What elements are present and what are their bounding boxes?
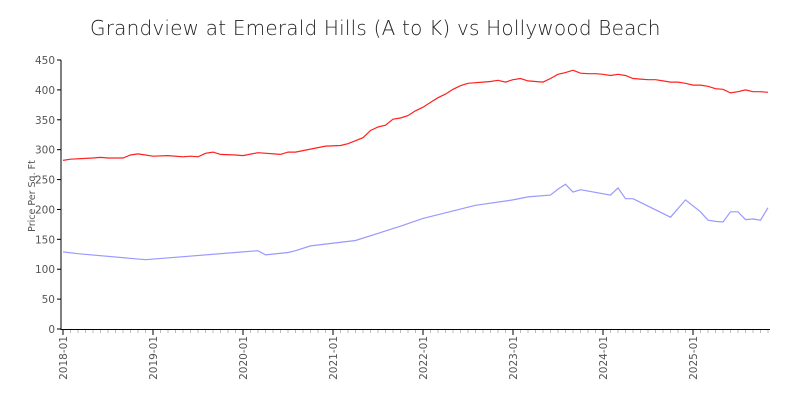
y-axis-title: Price Per Sq. Ft <box>27 160 38 232</box>
x-tick-label: 2022-01 <box>418 336 430 380</box>
series-line-1 <box>62 69 769 161</box>
x-tick-label: 2025-01 <box>688 336 700 380</box>
y-tick-label: 300 <box>35 145 55 157</box>
y-tick-label: 200 <box>35 204 55 216</box>
y-tick-label: 250 <box>35 175 55 187</box>
y-tick-label: 450 <box>35 55 55 67</box>
y-tick-label: 400 <box>35 85 55 97</box>
x-tick-label: 2023-01 <box>508 336 520 380</box>
y-tick-label: 350 <box>35 115 55 127</box>
y-tick-label: 0 <box>48 324 55 336</box>
y-tick-label: 50 <box>42 294 55 306</box>
y-tick-label: 100 <box>35 264 55 276</box>
x-tick-label: 2018-01 <box>58 336 70 380</box>
x-tick-label: 2024-01 <box>598 336 610 380</box>
x-tick-label: 2021-01 <box>328 336 340 380</box>
x-tick-label: 2020-01 <box>238 336 250 380</box>
x-tick-label: 2019-01 <box>148 336 160 380</box>
y-tick-label: 150 <box>35 234 55 246</box>
chart-title: Grandview at Emerald Hills (A to K) vs H… <box>90 16 661 40</box>
series-line-2 <box>62 183 769 261</box>
x-minor-ticks <box>62 330 769 333</box>
